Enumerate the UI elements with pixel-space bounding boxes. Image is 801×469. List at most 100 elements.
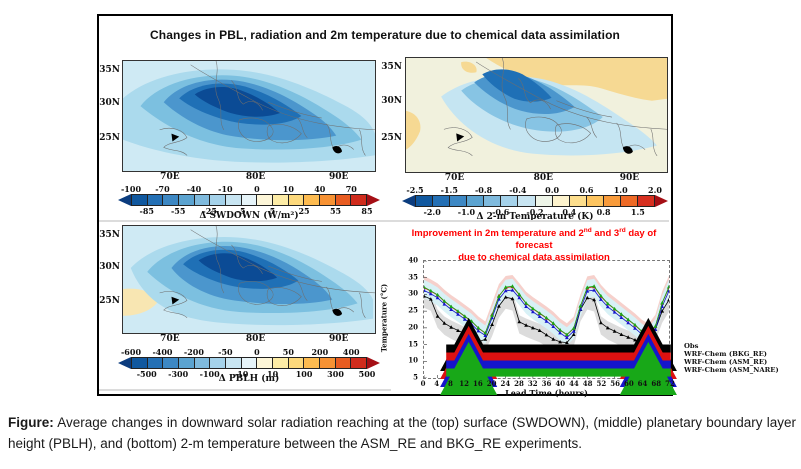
colorbar-tick-label: 2.0 [648, 185, 662, 195]
colorbar-tick-label: 0.0 [545, 185, 560, 195]
colorbar-tick-label: 100 [295, 369, 313, 379]
colorbar-cell [210, 195, 227, 205]
colorbar-tick-label: 40 [314, 184, 326, 194]
y-tick-label: 40 [408, 255, 418, 265]
pblh-colorbar: -600 -400 -200 -50 0 50 200 400 -500 -300 -100 -10 1… [118, 347, 380, 379]
colorbar-cell [210, 358, 227, 368]
colorbar-tick-label: -500 [136, 369, 157, 379]
colorbar-cell [179, 195, 195, 205]
x-tick-label: 36 [541, 379, 552, 388]
colorbar-right-arrow [367, 194, 380, 206]
colorbar-tick-label: 0.8 [596, 207, 611, 217]
colorbar-cell [304, 195, 321, 205]
colorbar-cell [288, 358, 305, 368]
colorbar-cell [320, 358, 336, 368]
lon-tick-label: 80E [533, 173, 554, 183]
colorbar-tick-label: 70 [345, 184, 357, 194]
legend-label: WRF-Chem (ASM_RE) [684, 358, 768, 366]
legend-label: WRF-Chem (BKG_RE) [684, 350, 767, 358]
colorbar-cell [351, 358, 367, 368]
colorbar-tick-label: -1.5 [440, 185, 458, 195]
colorbar-cell [416, 196, 434, 206]
colorbar-cell [226, 358, 242, 368]
colorbar-cell [335, 358, 352, 368]
legend-entry: WRF-Chem (ASM_NARE) [436, 341, 779, 395]
colorbar-cell [273, 358, 289, 368]
colorbar-tick-label: -2.5 [406, 185, 424, 195]
figure-caption: Figure: Average changes in downward sola… [8, 412, 796, 454]
colorbar-tick-label: 400 [342, 347, 360, 357]
temp2m-colorbar-label: Δ 2-m Temperature (K) [476, 212, 594, 222]
colorbar-tick-label: 55 [329, 206, 342, 216]
temp2m-longitude-ticks: 70E 80E 90E [405, 172, 666, 184]
colorbar-left-arrow [402, 195, 415, 207]
colorbar-cell [257, 195, 274, 205]
colorbar-cell [467, 196, 485, 206]
colorbar-right-arrow [367, 357, 380, 369]
swdown-longitude-ticks: 70E 80E 90E [122, 171, 374, 183]
colorbar-tick-label: -600 [120, 347, 142, 357]
x-tick-label: 28 [514, 379, 524, 388]
lat-tick-label: 35N [99, 229, 120, 240]
colorbar-tick-label: -0.6 [492, 207, 510, 217]
note-text: Improvement in 2m temperature and 2 [411, 228, 584, 240]
colorbar-cell [518, 196, 536, 206]
colorbar-cell [320, 195, 336, 205]
colorbar-right-arrow [655, 195, 668, 207]
colorbar-tick-label: -0.4 [509, 185, 527, 195]
colorbar-cell [132, 195, 148, 205]
colorbar-tick-label: -100 [120, 184, 142, 194]
x-tick-label: 68 [651, 379, 662, 388]
colorbar-cell [569, 196, 587, 206]
lon-tick-label: 70E [160, 172, 180, 182]
colorbar-cell [147, 358, 164, 368]
timeseries-svg [424, 261, 669, 378]
lon-tick-label: 70E [444, 173, 465, 183]
x-tick-label: 4 [434, 379, 440, 388]
colorbar-tick-label: -10 [233, 369, 249, 379]
lat-tick-label: 30N [381, 96, 402, 107]
x-tick-label: 20 [486, 379, 497, 388]
caption-text: Average changes in downward solar radiat… [8, 415, 796, 451]
pblh-map-image [122, 225, 376, 334]
lon-tick-label: 90E [619, 173, 640, 183]
colorbar-tick-label: 200 [311, 347, 329, 357]
x-tick-label: 32 [527, 379, 538, 388]
x-tick-label: 12 [459, 379, 470, 388]
colorbar-tick-label: 25 [298, 206, 310, 216]
lon-tick-label: 70E [160, 334, 180, 344]
colorbar-cell [273, 195, 289, 205]
colorbar-left-arrow [118, 357, 131, 369]
colorbar-cell [288, 195, 305, 205]
colorbar-cell [335, 195, 352, 205]
swdown-map-image [122, 60, 376, 172]
colorbar-tick-label: -0.8 [474, 185, 493, 195]
temperature-axis-label: Temperature (°C) [379, 283, 389, 353]
swdown-colorbar: -100 -70 -40 -10 0 10 40 70 -85 -55 -25 -5 5 25 55 85 [118, 184, 380, 216]
lat-tick-label: 25N [99, 133, 120, 144]
y-tick-label: 15 [408, 339, 418, 349]
lat-tick-label: 35N [99, 64, 120, 75]
temp2m-latitude-ticks: 35N 30N 25N [381, 57, 404, 171]
temp2m-map-svg [406, 58, 667, 172]
caption-label: Figure: [8, 415, 54, 430]
colorbar-left-arrow [118, 194, 131, 206]
colorbar-cell [194, 358, 211, 368]
x-tick-label: 52 [596, 379, 607, 388]
lat-tick-label: 25N [99, 295, 120, 306]
colorbar-tick-label: 5 [269, 206, 276, 216]
colorbar-tick-label: -2.0 [423, 207, 441, 217]
lead-time-axis-label: Lead Time (hours) [505, 388, 588, 398]
x-tick-label: 72 [665, 379, 675, 388]
colorbar-cell [194, 195, 211, 205]
colorbar-tick-label: -55 [170, 206, 186, 216]
lon-tick-label: 90E [329, 172, 349, 182]
lon-tick-label: 90E [329, 334, 349, 344]
swdown-latitude-ticks: 35N 30N 25N [99, 60, 122, 170]
lat-tick-label: 35N [381, 62, 402, 73]
temp2m-colorbar: -2.5 -1.5 -0.8 -0.4 0.0 0.6 1.0 2.0 -2.0 -1.0 -0.6… [402, 185, 668, 217]
temp2m-map-image [405, 57, 668, 173]
legend-marker-icon [440, 341, 677, 395]
colorbar-cell [304, 358, 321, 368]
